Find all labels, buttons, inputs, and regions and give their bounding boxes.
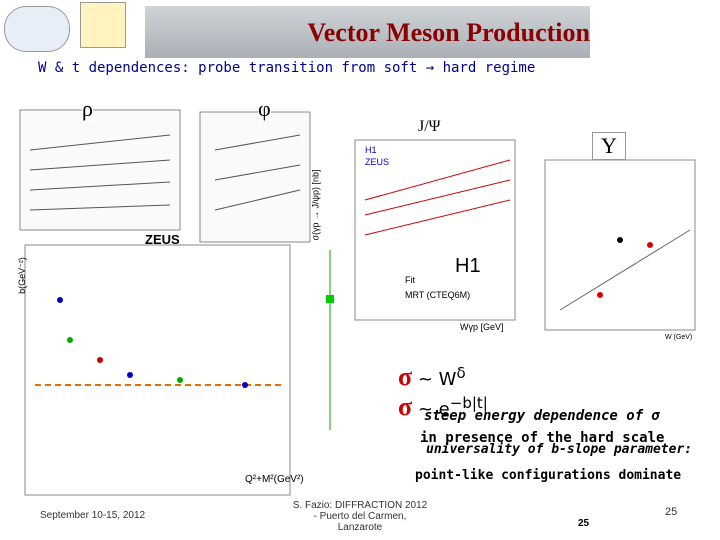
footer-author: S. Fazio: DIFFRACTION 2012 - Puerto del …	[292, 500, 428, 533]
formula: σ ~ Wδ	[398, 362, 466, 392]
formula-main: ~ e	[412, 399, 450, 420]
legend-entry: H1	[365, 145, 377, 155]
formula-exponent: δ	[456, 364, 466, 382]
plot-xlabel: Wγp [GeV]	[460, 322, 504, 332]
plot-decoration	[29, 134, 691, 430]
plot-xlabel: W (GeV)	[665, 334, 693, 341]
title-box	[145, 6, 590, 58]
note: point-like configurations dominate	[415, 468, 682, 483]
subtitle: W & t dependences: probe transition from…	[38, 60, 536, 76]
logo-desy	[4, 6, 70, 52]
formula-main: ~ W	[412, 369, 457, 390]
note: steep energy dependence of σ	[424, 408, 661, 424]
title: Vector Meson Production	[307, 18, 590, 47]
note: universality of b-slope parameter:	[426, 442, 693, 457]
legend-entry: ZEUS	[365, 157, 390, 167]
footer-date: September 10-15, 2012	[40, 510, 146, 521]
meson-label: φ	[258, 96, 271, 122]
formula: σ ~ e−b|t|	[398, 392, 488, 422]
plot-xlabel: Q²+M²(GeV²)	[245, 474, 304, 485]
plot-frames	[19, 109, 696, 496]
plot-ylabel: b(GeV⁻²)	[16, 257, 27, 294]
meson-label: Υ	[592, 132, 626, 160]
formula-symbol: σ	[398, 392, 413, 421]
formula-exponent: −b|t|	[449, 394, 488, 412]
plot-experiment: H1	[455, 255, 481, 277]
plot-ylabel: σ(γp → J/ψp) [nb]	[310, 169, 321, 241]
meson-label: J/Ψ	[418, 118, 441, 136]
page-number: 25	[578, 518, 590, 529]
formula-symbol: σ	[398, 362, 413, 391]
page-number: 25	[665, 506, 678, 518]
legend-entry: MRT (CTEQ6M)	[405, 290, 471, 300]
note: in presence of the hard scale	[420, 430, 665, 446]
plot-experiment: ZEUS	[145, 232, 180, 247]
logo-zeus	[80, 2, 126, 48]
meson-label: ρ	[82, 96, 93, 122]
legend-entry: Fit	[405, 275, 415, 285]
plot-points	[57, 237, 653, 388]
